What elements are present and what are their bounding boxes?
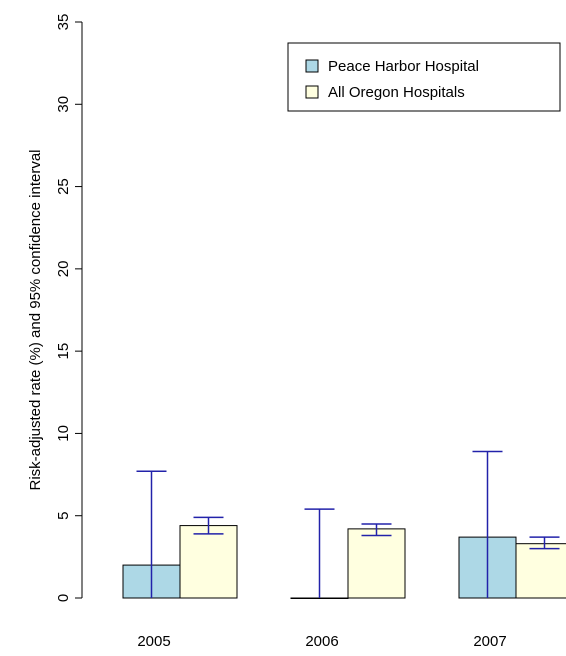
y-tick-label: 15 bbox=[55, 343, 72, 360]
legend-label-peace-harbor: Peace Harbor Hospital bbox=[328, 58, 479, 75]
legend: Peace Harbor Hospital All Oregon Hospita… bbox=[287, 42, 561, 112]
bar-all-oregon-hospitals-2005 bbox=[179, 525, 238, 599]
bar-peace-harbor-hospital-2006 bbox=[290, 597, 349, 599]
bar-all-oregon-hospitals-2006 bbox=[347, 528, 406, 599]
category-labels: 2005 2006 2007 bbox=[137, 633, 506, 650]
y-tick-label: 25 bbox=[55, 178, 72, 195]
category-label-2006: 2006 bbox=[305, 633, 338, 650]
y-axis-title: Risk-adjusted rate (%) and 95% confidenc… bbox=[27, 149, 44, 490]
bar-all-oregon-hospitals-2007 bbox=[515, 543, 566, 599]
y-tick-label: 0 bbox=[55, 594, 72, 602]
error-bars bbox=[136, 450, 560, 598]
y-tick-label: 30 bbox=[55, 96, 72, 113]
y-tick-label: 10 bbox=[55, 425, 72, 442]
legend-swatch-peace-harbor bbox=[305, 59, 319, 73]
legend-label-all-oregon: All Oregon Hospitals bbox=[328, 84, 465, 101]
y-tick-label: 5 bbox=[55, 512, 72, 520]
legend-swatch-all-oregon bbox=[305, 85, 319, 99]
y-axis: 0 5 10 15 20 25 30 35 bbox=[55, 14, 83, 602]
y-tick-label: 20 bbox=[55, 261, 72, 278]
legend-box bbox=[287, 42, 561, 112]
category-label-2007: 2007 bbox=[473, 633, 506, 650]
bars bbox=[122, 525, 566, 599]
category-label-2005: 2005 bbox=[137, 633, 170, 650]
y-tick-label: 35 bbox=[55, 14, 72, 31]
